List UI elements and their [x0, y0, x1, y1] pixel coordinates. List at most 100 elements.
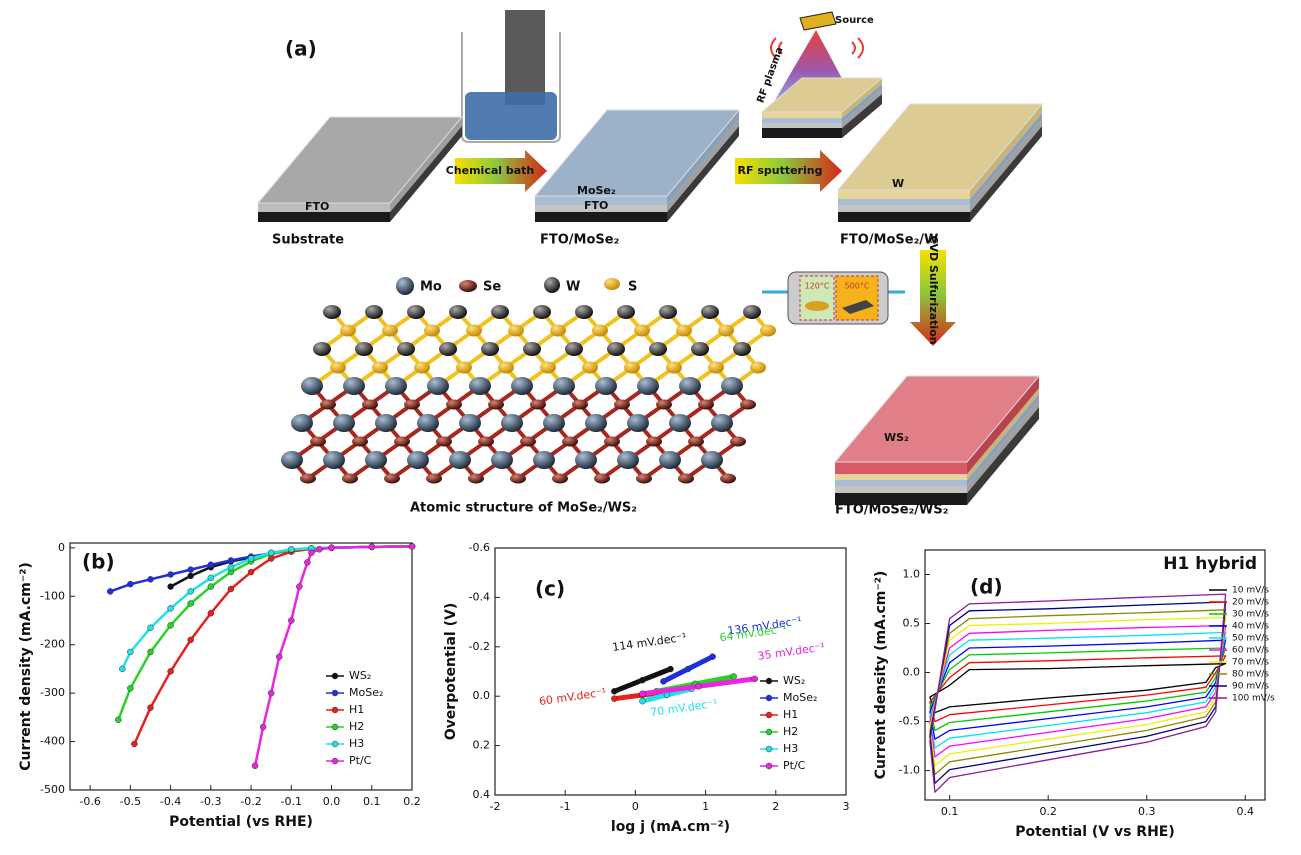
data-point [127, 648, 134, 656]
atom [530, 399, 546, 410]
atom [456, 361, 472, 374]
atom [659, 305, 677, 319]
rf-waves [770, 37, 864, 59]
atom [498, 361, 514, 374]
atom [384, 473, 400, 484]
atom [404, 399, 420, 410]
atom-label: Se [483, 280, 501, 295]
slab-layer [762, 123, 842, 128]
y-tick-label: 0.0 [473, 689, 491, 702]
x-tick-label: 0.2 [403, 795, 421, 808]
atom [365, 451, 387, 469]
atom [718, 324, 734, 337]
atom [552, 473, 568, 484]
atom [592, 324, 608, 337]
atom [417, 414, 439, 432]
slab-layer [838, 199, 970, 205]
atom [333, 414, 355, 432]
slab-layer [838, 212, 970, 222]
data-point [316, 546, 323, 553]
series-line [121, 545, 413, 670]
y-axis-label: Overpotential (V) [443, 603, 459, 740]
arrow-label: Chemical bath [446, 164, 535, 177]
legend-marker [765, 762, 773, 770]
legend-label: 30 mV/s [1232, 610, 1269, 620]
data-point [147, 624, 154, 632]
data-point [187, 600, 194, 607]
arrow [910, 250, 956, 346]
atom [711, 414, 733, 432]
atom [385, 377, 407, 395]
x-tick-label: 0.1 [363, 795, 381, 808]
atom [449, 451, 471, 469]
slab-side [667, 126, 739, 222]
data-point [408, 543, 416, 550]
legend-label: MoSe₂ [783, 691, 817, 704]
legend-label: H2 [783, 725, 798, 738]
atom [572, 399, 588, 410]
data-point [167, 605, 174, 612]
atom [508, 324, 524, 337]
x-tick-label: -1 [560, 800, 571, 813]
atom [691, 342, 709, 356]
dip-substrate [505, 10, 545, 105]
atom [575, 451, 597, 469]
atom [281, 451, 303, 469]
slope-label: 35 mV.dec⁻¹ [757, 641, 826, 663]
data-point [147, 648, 154, 656]
slab-side [842, 84, 882, 123]
slab-layer [835, 480, 967, 486]
series-line [253, 545, 413, 767]
y-tick-label: -400 [40, 735, 65, 748]
slab-top [836, 103, 1044, 191]
legend-marker [331, 706, 339, 714]
atom [676, 324, 692, 337]
atom-label: Mo [420, 280, 442, 295]
atom [466, 324, 482, 337]
slab-top [833, 375, 1041, 463]
data-point [709, 653, 716, 660]
legend-label: 80 mV/s [1232, 670, 1269, 680]
atom [394, 436, 410, 447]
series-line [109, 545, 413, 593]
slab-layer [838, 190, 970, 199]
data-point [207, 583, 215, 590]
atom [575, 305, 593, 319]
atom [550, 324, 566, 337]
data-point [227, 557, 235, 564]
atom [491, 305, 509, 319]
chart: -0.6 -0.5 -0.4 -0.3 -0.2 -0.1 0.0 0.1 0.2 -500 -40… [18, 541, 421, 830]
slab-layer [762, 112, 842, 118]
slabs [256, 77, 1044, 505]
atom [481, 342, 499, 356]
data-point [167, 668, 174, 675]
slab-side [967, 394, 1039, 486]
atom [701, 305, 719, 319]
legend-label: WS₂ [783, 674, 805, 687]
atom [291, 414, 313, 432]
atom [624, 361, 640, 374]
legend-label: H3 [783, 742, 798, 755]
slab-layer [835, 486, 967, 493]
data-point [106, 588, 114, 595]
caption: FTO/MoSe₂/WS₂ [835, 503, 948, 518]
slab-top [256, 116, 464, 204]
caption: FTO/MoSe₂ [540, 233, 619, 248]
data-point [751, 675, 758, 683]
atom [701, 451, 723, 469]
legend-marker [765, 711, 773, 719]
data-point [167, 622, 174, 629]
atom-label: W [566, 280, 580, 295]
y-tick-label: 0 [58, 541, 65, 554]
slab-side [667, 110, 739, 205]
atom [543, 414, 565, 432]
atom [436, 436, 452, 447]
y-tick-label: -500 [40, 783, 65, 796]
atom [407, 305, 425, 319]
legend-label: 20 mV/s [1232, 598, 1269, 608]
atom [382, 324, 398, 337]
atom [721, 377, 743, 395]
atom [343, 377, 365, 395]
